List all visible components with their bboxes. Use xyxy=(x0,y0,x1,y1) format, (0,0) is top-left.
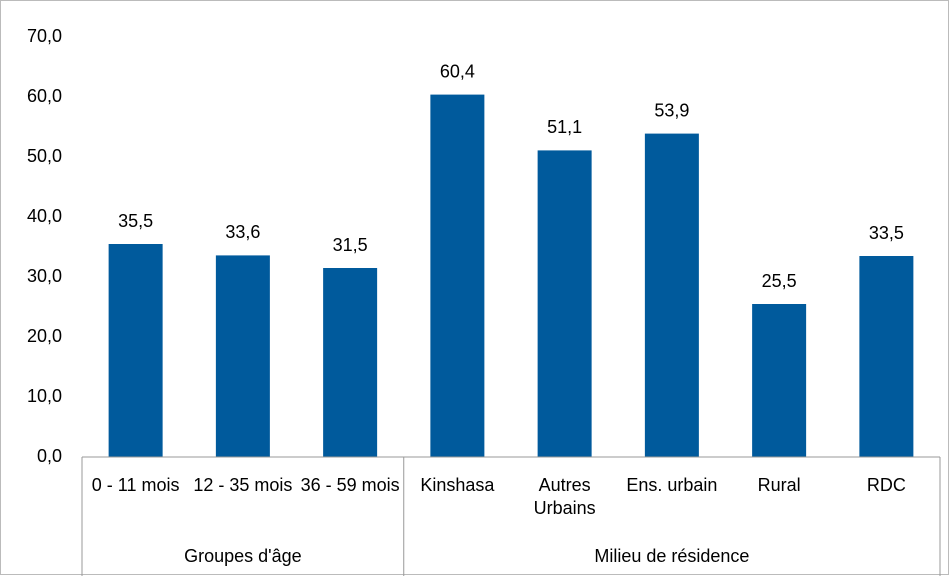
x-tick-label: RDC xyxy=(866,475,906,495)
x-tick-label: 36 - 59 mois xyxy=(300,475,400,495)
data-label: 33,5 xyxy=(869,223,904,243)
group-label: Milieu de résidence xyxy=(594,546,750,566)
data-label: 53,9 xyxy=(654,100,689,120)
bar xyxy=(644,133,699,457)
data-label: 60,4 xyxy=(440,61,475,81)
x-tick-label: Ens. urbain xyxy=(626,475,718,495)
data-label: 25,5 xyxy=(762,271,797,291)
data-label: 33,6 xyxy=(225,222,260,242)
y-tick-label: 70,0 xyxy=(27,26,62,46)
y-tick-label: 30,0 xyxy=(27,266,62,286)
x-tick-label: 0 - 11 mois xyxy=(91,475,180,495)
bar xyxy=(323,268,378,457)
data-label: 51,1 xyxy=(547,117,582,137)
bar xyxy=(859,256,914,457)
x-tick-label: Kinshasa xyxy=(420,475,495,495)
x-tick-label: Autres Urbains xyxy=(533,475,596,518)
y-tick-label: 0,0 xyxy=(37,446,62,466)
data-label: 35,5 xyxy=(118,211,153,231)
bar xyxy=(430,94,485,457)
data-label: 31,5 xyxy=(333,235,368,255)
bar xyxy=(537,150,592,457)
y-tick-label: 60,0 xyxy=(27,86,62,106)
x-tick-label: 12 - 35 mois xyxy=(193,475,293,495)
x-tick-label: Rural xyxy=(757,475,801,495)
bar xyxy=(215,255,270,457)
y-tick-label: 50,0 xyxy=(27,146,62,166)
bar xyxy=(108,244,163,457)
bar xyxy=(752,304,807,457)
y-tick-label: 10,0 xyxy=(27,386,62,406)
group-label: Groupes d'âge xyxy=(184,546,302,566)
y-tick-label: 20,0 xyxy=(27,326,62,346)
y-tick-label: 40,0 xyxy=(27,206,62,226)
